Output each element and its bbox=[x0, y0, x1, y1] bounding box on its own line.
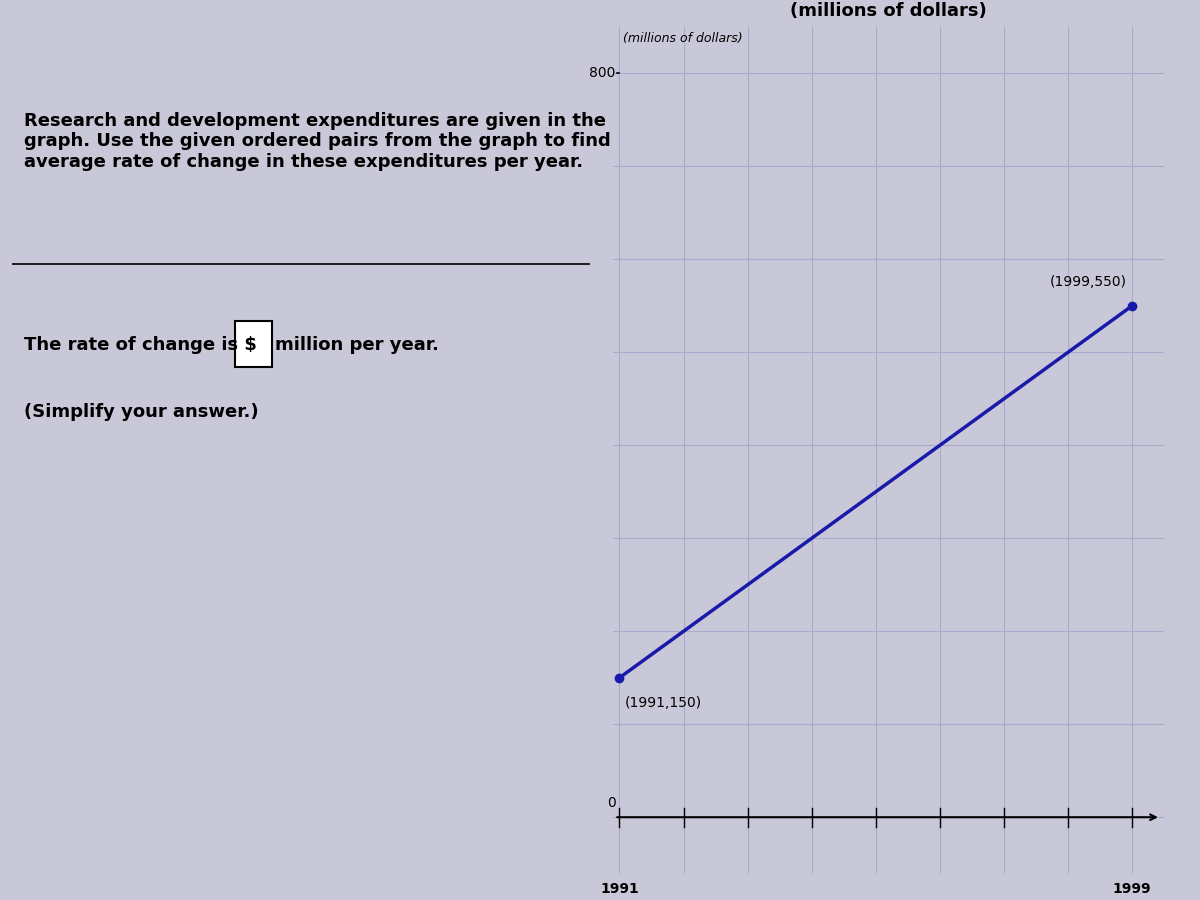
Text: Research and development expenditures are given in the
graph. Use the given orde: Research and development expenditures ar… bbox=[24, 112, 650, 171]
Text: (millions of dollars): (millions of dollars) bbox=[623, 32, 743, 45]
Text: 800: 800 bbox=[589, 67, 616, 80]
Text: (Simplify your answer.): (Simplify your answer.) bbox=[24, 403, 258, 421]
Text: The rate of change is $: The rate of change is $ bbox=[24, 336, 257, 354]
Text: 1991: 1991 bbox=[600, 882, 638, 896]
FancyBboxPatch shape bbox=[235, 320, 272, 367]
Text: million per year.: million per year. bbox=[275, 336, 439, 354]
Text: (1991,150): (1991,150) bbox=[624, 697, 702, 710]
Text: 1999: 1999 bbox=[1112, 882, 1151, 896]
Text: 0: 0 bbox=[607, 796, 616, 810]
Title: Acme Drug
R&D Expenditures
(millions of dollars): Acme Drug R&D Expenditures (millions of … bbox=[790, 0, 986, 20]
Text: (1999,550): (1999,550) bbox=[1050, 275, 1127, 289]
